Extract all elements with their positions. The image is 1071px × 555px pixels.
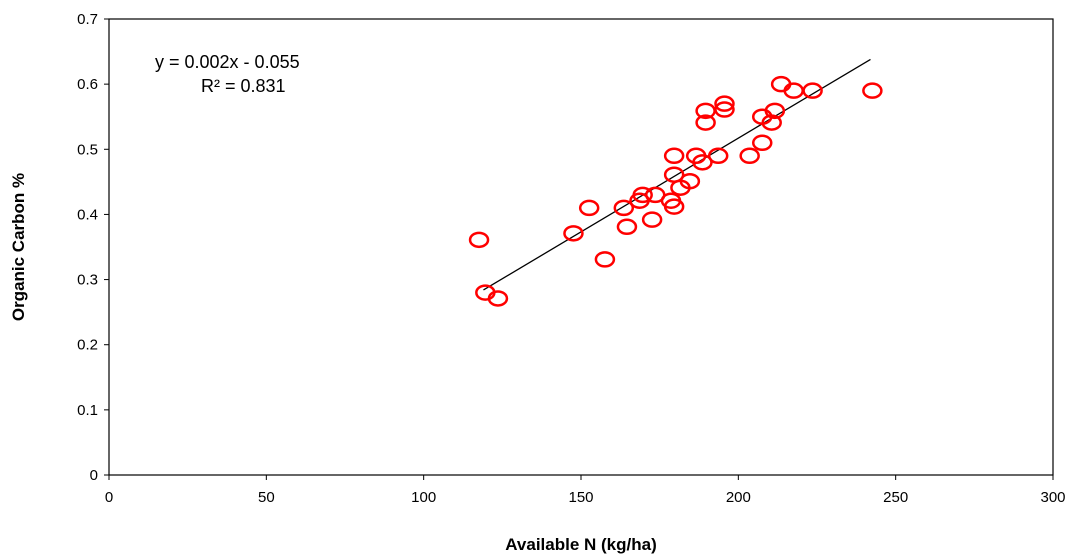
y-tick-label: 0.6 [77, 76, 98, 93]
data-point [616, 218, 638, 236]
trendline [483, 58, 871, 291]
data-point [764, 102, 786, 120]
x-tick-label: 250 [883, 489, 908, 506]
y-tick-label: 0.4 [77, 206, 98, 223]
x-tick-label: 100 [411, 489, 436, 506]
data-point [751, 134, 773, 152]
y-tick-label: 0.1 [77, 402, 98, 419]
data-point [487, 290, 509, 307]
r-squared-label: R² = 0.831 [201, 76, 286, 96]
data-point [613, 199, 635, 217]
data-point [594, 251, 616, 268]
x-tick-label: 150 [568, 489, 593, 506]
data-point [468, 231, 490, 249]
x-tick-label: 50 [258, 489, 275, 506]
x-tick-label: 0 [105, 489, 113, 506]
axes: 0 50 100 150 200 250 300 0 0.1 0.2 0.3 0.4 0.5 0.6 0.7 [77, 11, 1065, 506]
data-point [695, 114, 716, 131]
data-point [714, 101, 735, 118]
y-axis-title: Organic Carbon % [9, 173, 28, 321]
data-point [578, 199, 600, 217]
y-tick-label: 0.5 [77, 141, 98, 158]
y-tick-label: 0.7 [77, 11, 98, 28]
data-point [707, 147, 729, 165]
data-point [739, 147, 760, 165]
data-points [468, 75, 883, 307]
data-point [679, 172, 701, 190]
data-point [761, 114, 782, 131]
x-tick-label: 200 [726, 489, 751, 506]
x-axis-title: Available N (kg/ha) [505, 535, 656, 554]
data-point [862, 82, 883, 99]
data-point [663, 198, 685, 215]
data-point [802, 82, 823, 99]
regression-equation: y = 0.002x - 0.055 [155, 52, 300, 72]
data-point [714, 95, 735, 112]
trendline-group [483, 58, 871, 291]
x-tick-label: 300 [1040, 489, 1065, 506]
data-point [632, 186, 653, 204]
data-point [692, 154, 713, 171]
y-tick-label: 0.2 [77, 337, 98, 354]
y-tick-label: 0.3 [77, 272, 98, 289]
data-point [663, 147, 685, 165]
y-tick-label: 0 [90, 467, 98, 484]
data-point [641, 211, 663, 228]
data-point [563, 225, 584, 242]
